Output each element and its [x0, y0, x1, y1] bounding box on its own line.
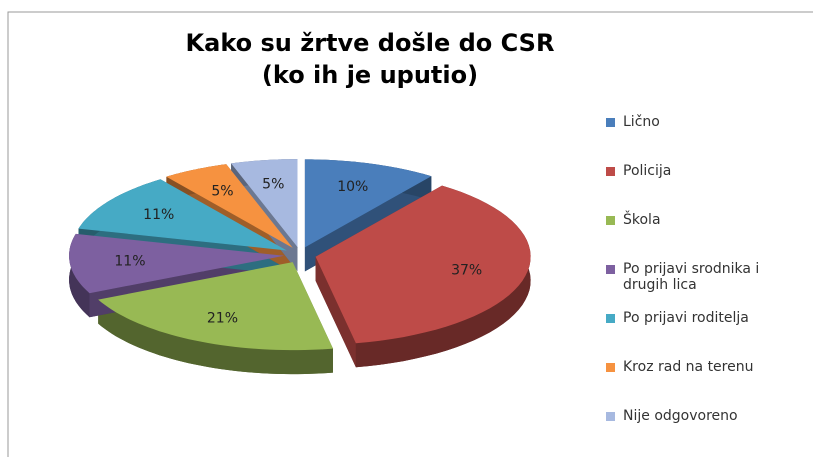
data-label: 37%: [451, 263, 482, 279]
data-label: 21%: [207, 311, 238, 327]
legend-item: Po prijavi roditelja: [606, 310, 806, 326]
chart-subtitle: (ko ih je uputio): [262, 61, 478, 89]
legend-label: Škola: [623, 212, 661, 228]
legend-label: Po prijavi roditelja: [623, 310, 749, 326]
slice-band: [355, 185, 531, 368]
chart-title: Kako su žrtve došle do CSR: [186, 29, 555, 57]
legend-swatch: [606, 265, 615, 274]
legend-label: Policija: [623, 163, 672, 179]
data-label: 10%: [337, 179, 368, 195]
pie-slice: [69, 233, 285, 294]
legend-label: Lično: [623, 114, 660, 130]
pie-slice: [98, 262, 333, 351]
pie-slice: [166, 164, 293, 248]
pie-slice: [315, 185, 531, 344]
legend-swatch: [606, 216, 615, 225]
legend-label: Kroz rad na terenu: [623, 359, 754, 375]
pie-slice: [304, 159, 432, 248]
legend-label: Po prijavi srodnika i drugih lica: [623, 261, 760, 293]
slice-wall: [315, 256, 356, 368]
legend-item: Po prijavi srodnika i drugih lica: [606, 261, 806, 293]
legend-label: Nije odgovoreno: [623, 408, 738, 424]
slice-band: [98, 299, 333, 375]
legend-item: Policija: [606, 163, 806, 179]
legend-swatch: [606, 167, 615, 176]
legend-swatch: [606, 118, 615, 127]
pie-slice: [78, 179, 287, 251]
data-label: 5%: [262, 177, 284, 193]
legend-item: Lično: [606, 114, 806, 130]
legend-item: Škola: [606, 212, 806, 228]
data-label: 11%: [114, 254, 145, 270]
pie-slice: [231, 159, 298, 248]
data-label: 5%: [211, 183, 233, 199]
legend-swatch: [606, 412, 615, 421]
legend-item: Nije odgovoreno: [606, 408, 806, 424]
data-label: 11%: [143, 207, 174, 223]
legend-swatch: [606, 363, 615, 372]
legend-swatch: [606, 314, 615, 323]
chart-frame: [7, 11, 813, 457]
legend-item: Kroz rad na terenu: [606, 359, 806, 375]
